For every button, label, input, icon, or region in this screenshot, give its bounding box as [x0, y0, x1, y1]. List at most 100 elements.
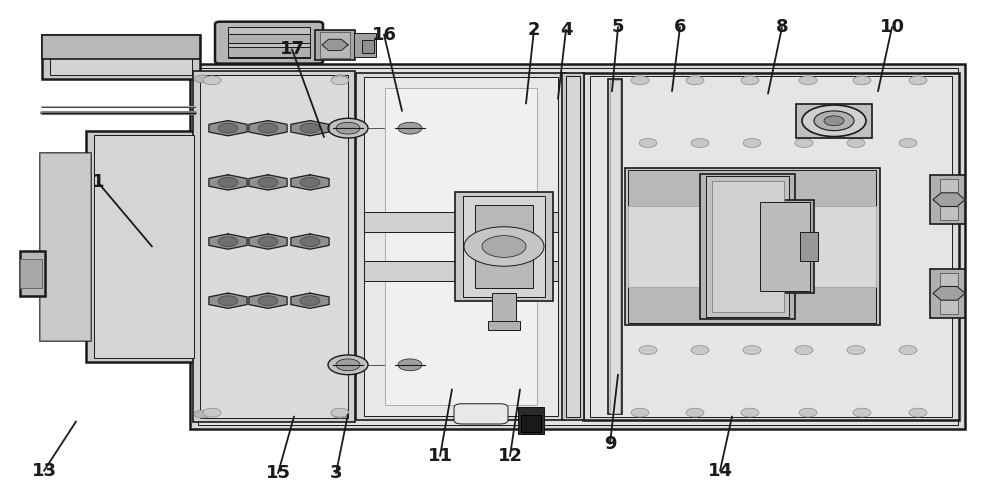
- Circle shape: [332, 410, 348, 418]
- Circle shape: [218, 177, 238, 187]
- Polygon shape: [291, 234, 329, 249]
- Bar: [930, 269, 965, 318]
- Bar: [50, 38, 192, 75]
- Circle shape: [639, 346, 657, 354]
- Circle shape: [814, 111, 854, 131]
- Polygon shape: [249, 293, 287, 308]
- Circle shape: [332, 75, 348, 83]
- Circle shape: [194, 410, 210, 418]
- Bar: [94, 135, 194, 358]
- Circle shape: [691, 346, 709, 354]
- Circle shape: [741, 408, 759, 417]
- Circle shape: [331, 408, 349, 417]
- Bar: [20, 259, 42, 288]
- Circle shape: [300, 123, 320, 133]
- Bar: [356, 73, 566, 420]
- Circle shape: [802, 105, 866, 137]
- Bar: [385, 88, 537, 405]
- Text: 13: 13: [32, 462, 56, 480]
- Bar: [193, 71, 355, 422]
- Circle shape: [203, 76, 221, 85]
- Text: 9: 9: [604, 435, 616, 453]
- Bar: [42, 35, 200, 59]
- Circle shape: [398, 359, 422, 371]
- Bar: [930, 175, 965, 224]
- Bar: [940, 273, 958, 314]
- Circle shape: [909, 76, 927, 85]
- Circle shape: [847, 346, 865, 354]
- Circle shape: [799, 76, 817, 85]
- Bar: [198, 68, 958, 425]
- Bar: [40, 153, 90, 340]
- Circle shape: [300, 237, 320, 246]
- Circle shape: [464, 227, 544, 266]
- Bar: [628, 287, 876, 323]
- Text: 2: 2: [528, 21, 540, 38]
- Circle shape: [847, 139, 865, 147]
- Text: 8: 8: [776, 18, 788, 36]
- Bar: [562, 73, 584, 420]
- Circle shape: [899, 346, 917, 354]
- Text: 12: 12: [498, 447, 522, 465]
- Circle shape: [743, 139, 761, 147]
- Circle shape: [691, 139, 709, 147]
- Bar: [228, 47, 310, 57]
- Circle shape: [258, 296, 278, 306]
- Bar: [610, 80, 620, 413]
- Bar: [628, 170, 876, 206]
- Bar: [86, 131, 201, 362]
- Text: 17: 17: [280, 40, 304, 58]
- Text: 4: 4: [560, 21, 572, 38]
- Bar: [628, 206, 876, 287]
- Polygon shape: [249, 175, 287, 190]
- Bar: [706, 176, 789, 317]
- Bar: [42, 35, 200, 79]
- Circle shape: [631, 408, 649, 417]
- Circle shape: [258, 123, 278, 133]
- Polygon shape: [291, 175, 329, 190]
- Bar: [20, 251, 45, 296]
- Bar: [583, 73, 959, 420]
- Circle shape: [686, 408, 704, 417]
- Circle shape: [398, 122, 422, 134]
- Circle shape: [258, 237, 278, 246]
- Circle shape: [390, 355, 430, 375]
- Text: 16: 16: [372, 26, 396, 43]
- Bar: [488, 321, 520, 330]
- Polygon shape: [209, 175, 247, 190]
- Bar: [315, 30, 355, 60]
- Polygon shape: [933, 193, 965, 207]
- Text: 15: 15: [266, 464, 290, 482]
- Circle shape: [795, 139, 813, 147]
- Circle shape: [899, 139, 917, 147]
- Circle shape: [390, 118, 430, 138]
- Polygon shape: [291, 293, 329, 308]
- Circle shape: [300, 177, 320, 187]
- FancyBboxPatch shape: [215, 22, 323, 64]
- Bar: [796, 104, 872, 138]
- Circle shape: [909, 408, 927, 417]
- Text: 10: 10: [880, 18, 904, 36]
- Bar: [364, 77, 558, 416]
- Circle shape: [743, 346, 761, 354]
- Text: 11: 11: [428, 447, 452, 465]
- Polygon shape: [933, 286, 965, 300]
- Polygon shape: [249, 234, 287, 249]
- Circle shape: [336, 122, 360, 134]
- Bar: [190, 64, 965, 429]
- Bar: [455, 192, 553, 301]
- Circle shape: [686, 76, 704, 85]
- Bar: [364, 261, 558, 281]
- Circle shape: [328, 118, 368, 138]
- Circle shape: [741, 76, 759, 85]
- Bar: [625, 168, 880, 325]
- Bar: [800, 232, 818, 261]
- Polygon shape: [291, 121, 329, 136]
- Bar: [475, 205, 533, 288]
- Circle shape: [853, 408, 871, 417]
- Circle shape: [331, 76, 349, 85]
- Bar: [590, 76, 952, 417]
- Polygon shape: [209, 121, 247, 136]
- Text: 1: 1: [92, 174, 104, 191]
- Bar: [362, 40, 374, 53]
